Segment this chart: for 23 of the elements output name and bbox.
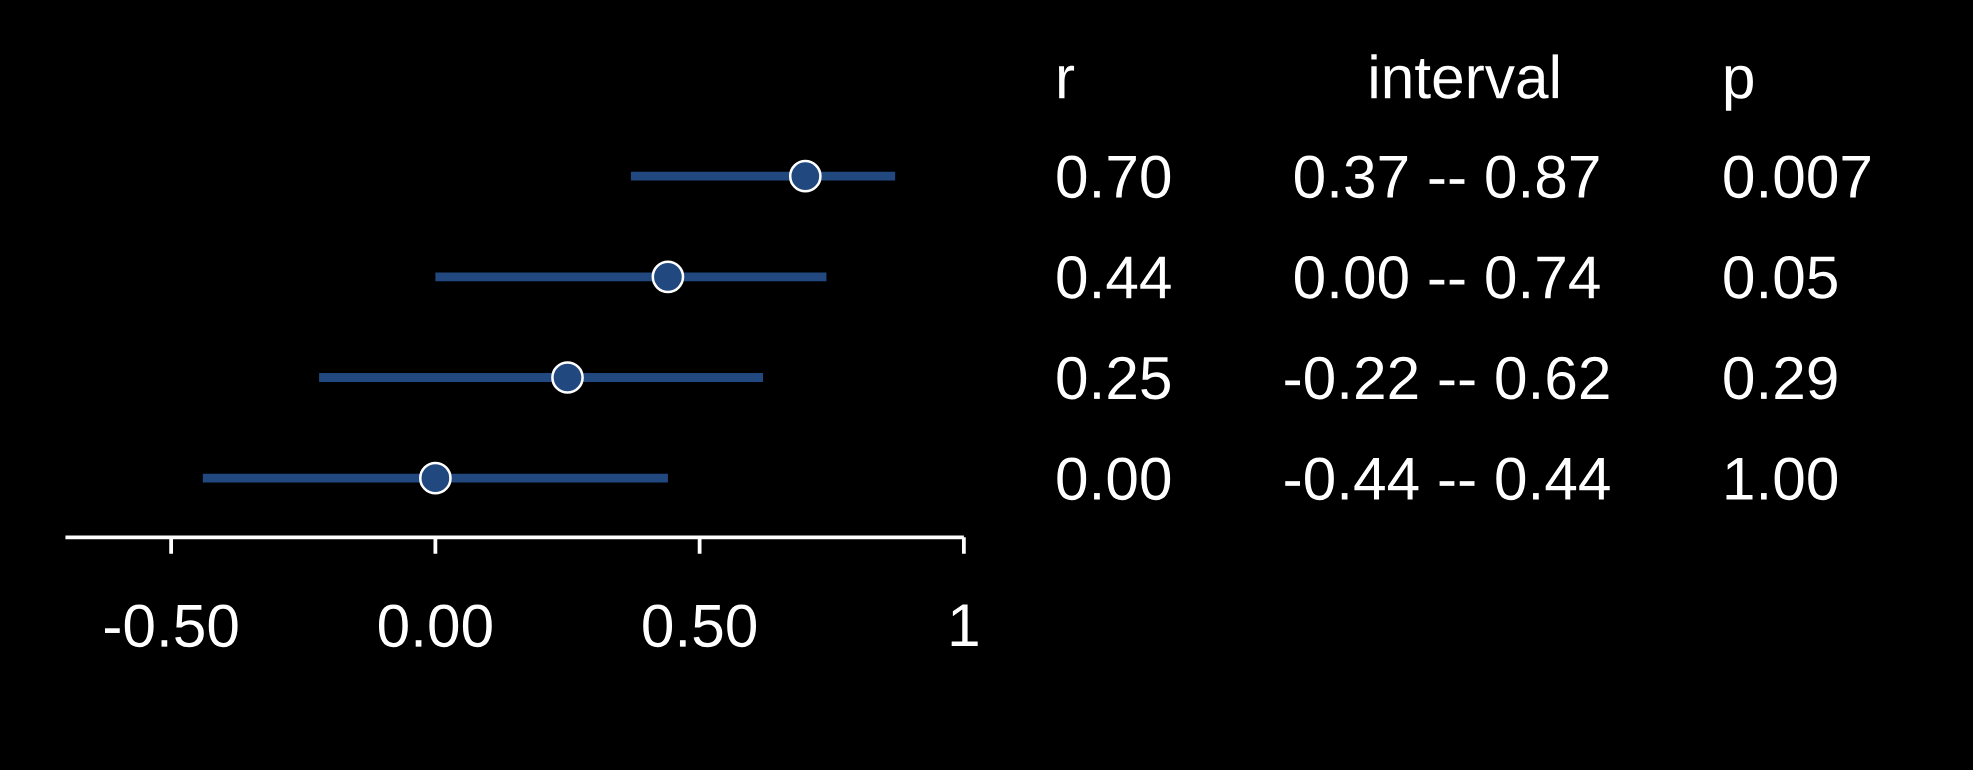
x-tick-label: 0.50 [643, 604, 757, 648]
text: 0.00 -- 0.74 [1294, 256, 1600, 299]
point [788, 159, 822, 193]
x-tick-label: 0.00 [378, 604, 492, 648]
y-tick-label: 0.70 [1057, 155, 1171, 199]
text: -0.22 -- 0.62 [1285, 356, 1609, 400]
text: 0.007 [1724, 155, 1870, 199]
y-tick-label: 0.44 [1057, 256, 1171, 299]
point [551, 361, 584, 394]
y-tick-label: 0.00 [1057, 457, 1171, 501]
text: 0.37 -- 0.87 [1294, 155, 1599, 199]
text: 0.29 [1724, 356, 1837, 400]
text: -0.44 -- 0.44 [1285, 457, 1610, 501]
text: r [1058, 65, 1075, 99]
text: interval [1371, 54, 1558, 99]
y-tick-label: 0.25 [1057, 356, 1170, 400]
x-tick-label: -0.50 [104, 604, 238, 648]
point [651, 260, 685, 294]
x-tick-label: 1 [951, 604, 978, 647]
text: 1.00 [1726, 457, 1838, 501]
point [419, 461, 452, 495]
text: 0.05 [1724, 256, 1837, 299]
text: p [1725, 65, 1753, 111]
